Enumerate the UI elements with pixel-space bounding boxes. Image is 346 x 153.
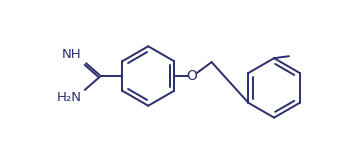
Text: H₂N: H₂N: [57, 91, 82, 104]
Text: NH: NH: [62, 48, 82, 61]
Text: O: O: [186, 69, 197, 83]
